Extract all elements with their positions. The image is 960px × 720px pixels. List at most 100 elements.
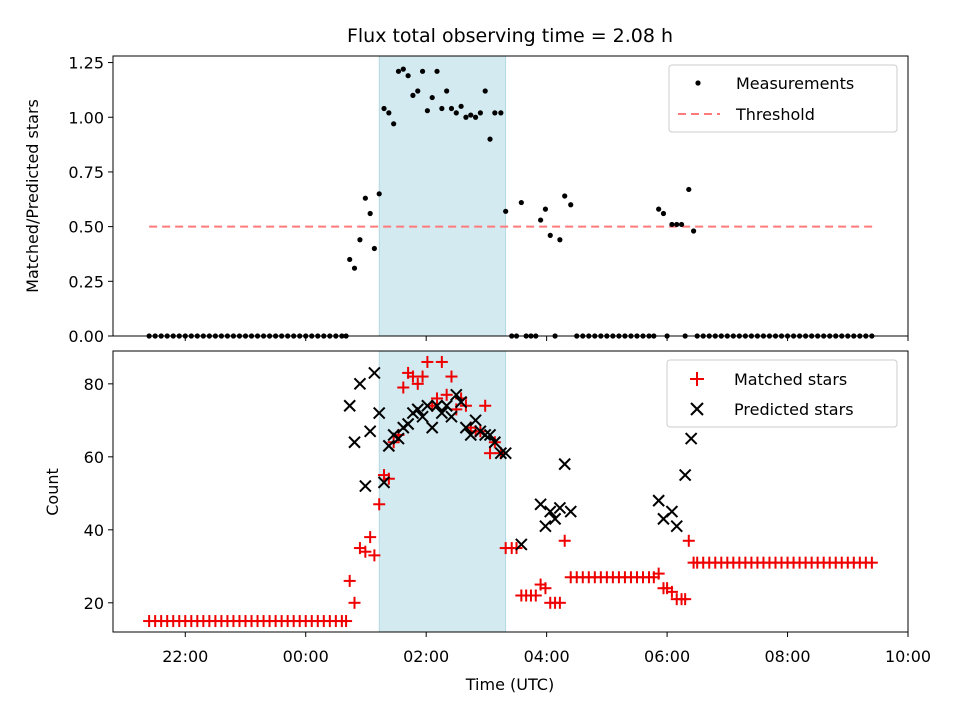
measurement-point xyxy=(376,191,382,197)
matched-star-point xyxy=(484,447,497,460)
measurement-point xyxy=(448,105,455,112)
legend-measurements-marker xyxy=(695,80,701,86)
predicted-star-point xyxy=(544,505,557,518)
predicted-star-point xyxy=(459,421,473,434)
matched-star-point xyxy=(431,392,444,405)
measurement-point xyxy=(547,232,553,238)
legend-top-box xyxy=(668,64,898,133)
measurement-point xyxy=(458,103,464,109)
predicted-star-point xyxy=(377,476,391,489)
x-tick-label: 02:00 xyxy=(403,647,449,666)
measurement-point xyxy=(674,221,680,228)
predicted-star-point xyxy=(353,377,367,391)
x-tick-label: 00:00 xyxy=(283,647,329,666)
predicted-star-point xyxy=(553,501,567,515)
predicted-star-point xyxy=(359,479,372,493)
predicted-star-point xyxy=(343,399,356,412)
measurement-point xyxy=(472,114,479,120)
predicted-star-point xyxy=(416,410,429,423)
x-tick-label: 08:00 xyxy=(764,647,810,666)
matched-star-point xyxy=(368,549,381,562)
predicted-star-point xyxy=(368,366,381,380)
predicted-star-point xyxy=(539,519,552,533)
legend-threshold-label: Threshold xyxy=(735,105,815,124)
x-axis-label: Time (UTC) xyxy=(465,675,554,694)
matched-star-point xyxy=(553,596,566,609)
predicted-star-point xyxy=(392,432,405,445)
panel-top-frame xyxy=(112,55,909,337)
top-y-tick-label: 1.25 xyxy=(68,54,104,73)
x-tick-label: 04:00 xyxy=(524,647,570,666)
panel-top: 0.00 0.25 0.50 0.75 1.00 1.25 Flux total obse… xyxy=(23,25,909,346)
top-y-tick-label: 0.25 xyxy=(68,272,104,291)
top-y-tick-label: 0.50 xyxy=(68,218,104,237)
measurement-point xyxy=(371,245,377,252)
measurement-point xyxy=(367,210,373,217)
measurement-point xyxy=(357,237,363,243)
matched-star-point xyxy=(529,589,542,602)
bottom-y-tick-label: 20 xyxy=(84,594,104,613)
measurement-point xyxy=(669,221,675,228)
matched-star-point xyxy=(865,556,878,569)
measurement-point xyxy=(453,110,459,116)
matched-star-point xyxy=(539,582,552,595)
predicted-star-point xyxy=(440,399,453,412)
matched-star-point xyxy=(679,593,692,606)
panel-bottom-band xyxy=(378,350,507,633)
bottom-y-tick-label: 60 xyxy=(84,448,104,467)
top-y-axis-label: Matched/Predicted stars xyxy=(23,99,42,293)
chart-title: Flux total observing time = 2.08 h xyxy=(347,25,673,47)
measurement-point xyxy=(405,73,411,79)
matched-star-point xyxy=(343,574,356,587)
matched-star-point xyxy=(445,370,458,383)
top-x-ticks xyxy=(184,336,909,341)
measurement-point xyxy=(434,68,440,74)
predicted-star-point xyxy=(534,498,547,511)
predicted-star-point xyxy=(363,425,377,438)
measurement-point xyxy=(660,210,667,217)
matched-star-point xyxy=(652,567,665,580)
measurement-point xyxy=(415,88,421,94)
matched-star-point xyxy=(359,545,372,558)
matched-star-point xyxy=(435,355,448,368)
measurement-point xyxy=(487,136,493,142)
measurement-point xyxy=(424,108,430,114)
predicted-star-point xyxy=(488,436,502,449)
measurement-point xyxy=(468,112,474,118)
bottom-y-tick-label: 80 xyxy=(84,375,104,394)
matched-star-point xyxy=(479,399,492,412)
predicted-star-point xyxy=(435,406,449,420)
matched-stars-points xyxy=(143,355,878,628)
measurement-point xyxy=(439,105,445,112)
measurement-point xyxy=(678,221,685,228)
measurement-point xyxy=(395,68,402,74)
measurement-point xyxy=(419,68,426,74)
matched-star-point xyxy=(665,585,678,598)
predicted-star-point xyxy=(564,505,577,518)
matched-star-point xyxy=(682,534,695,547)
predicted-star-point xyxy=(494,446,508,460)
legend-matched-marker xyxy=(690,372,704,386)
matched-star-point xyxy=(340,615,353,628)
predicted-star-point xyxy=(430,399,444,412)
top-y-tick-label: 0.00 xyxy=(68,327,104,346)
matched-star-point xyxy=(373,498,386,511)
measurement-point xyxy=(351,265,358,271)
measurement-point xyxy=(362,195,368,201)
predicted-star-point xyxy=(678,468,692,482)
measurement-point xyxy=(562,193,568,199)
predicted-star-point xyxy=(372,406,386,420)
matched-star-point xyxy=(364,531,377,544)
predicted-star-point xyxy=(454,395,468,409)
panel-top-band xyxy=(378,55,507,337)
legend-predicted-label: Predicted stars xyxy=(734,400,854,419)
measurement-point xyxy=(656,206,662,212)
bottom-x-ticks: 22:00 00:00 02:00 04:00 06:00 08:00 10:00 xyxy=(162,632,931,666)
predicted-star-point xyxy=(684,432,698,445)
predicted-star-point xyxy=(670,519,683,533)
predicted-star-point xyxy=(445,410,458,423)
matched-star-point xyxy=(440,388,453,401)
measurement-point xyxy=(463,114,469,120)
matched-star-point xyxy=(397,381,410,394)
